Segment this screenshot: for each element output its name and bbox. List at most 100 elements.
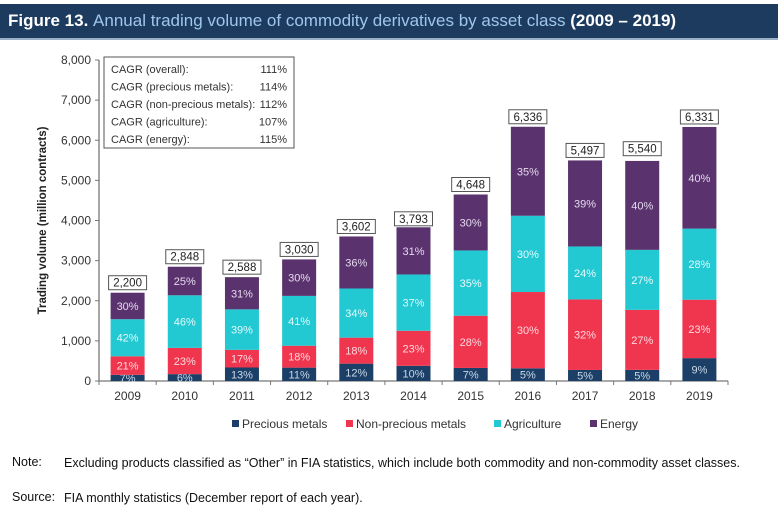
bar-segment-precious-metals xyxy=(167,374,202,381)
total-data-label: 4,648 xyxy=(456,179,485,191)
x-tick-label: 2019 xyxy=(686,389,713,403)
segment-data-label: 5% xyxy=(577,370,593,382)
segment-data-label: 7% xyxy=(463,369,479,381)
legend-label: Energy xyxy=(600,417,638,431)
segment-data-label: 30% xyxy=(517,325,539,337)
bar-segment-agriculture xyxy=(396,274,431,331)
cagr-value: 112% xyxy=(260,99,288,111)
segment-data-label: 7% xyxy=(120,373,136,385)
bar-segment-non-precious-metals xyxy=(339,337,374,364)
bar-segment-agriculture xyxy=(282,295,317,346)
total-data-label: 2,200 xyxy=(113,278,142,290)
segment-data-label: 35% xyxy=(460,278,482,290)
total-data-label: 3,793 xyxy=(399,214,428,226)
total-label-box xyxy=(222,259,262,275)
x-tick-label: 2010 xyxy=(171,389,198,403)
source-text: FIA monthly statistics (December report … xyxy=(64,491,363,505)
figure-period: (2009 – 2019) xyxy=(570,11,677,30)
bar-segment-precious-metals xyxy=(224,367,259,381)
bar-segment-non-precious-metals xyxy=(682,299,717,359)
bar-segment-precious-metals xyxy=(568,369,603,381)
total-data-label: 2,588 xyxy=(228,262,257,274)
y-tick-label: 4,000 xyxy=(61,214,91,228)
segment-data-label: 28% xyxy=(688,259,710,271)
bar-segment-energy xyxy=(453,194,488,251)
bar-segment-energy xyxy=(282,259,317,296)
x-tick-label: 2015 xyxy=(457,389,484,403)
bar-segment-energy xyxy=(167,266,202,296)
segment-data-label: 30% xyxy=(517,249,539,261)
bar-segment-energy xyxy=(510,126,545,216)
cagr-label: CAGR (non-precious metals): xyxy=(111,99,255,111)
total-label-box xyxy=(508,109,548,125)
bar-segment-agriculture xyxy=(339,288,374,338)
note-text: Excluding products classified as “Other”… xyxy=(64,456,740,470)
total-label-box xyxy=(108,275,148,291)
cagr-label: CAGR (energy): xyxy=(111,134,190,146)
segment-data-label: 30% xyxy=(117,301,139,313)
x-tick-label: 2013 xyxy=(343,389,370,403)
figure-description: Annual trading volume of commodity deriv… xyxy=(93,11,566,30)
legend-label: Agriculture xyxy=(504,417,562,431)
cagr-annotation-box xyxy=(103,56,295,149)
bar-segment-energy xyxy=(339,236,374,289)
bar-segment-non-precious-metals xyxy=(282,345,317,368)
bar-segment-energy xyxy=(625,160,660,250)
segment-data-label: 39% xyxy=(574,198,596,210)
segment-data-label: 11% xyxy=(289,369,310,381)
segment-data-label: 37% xyxy=(402,298,424,310)
bar-segment-precious-metals xyxy=(396,365,431,381)
segment-data-label: 40% xyxy=(631,200,653,212)
y-tick-label: 6,000 xyxy=(61,133,91,147)
y-tick-label: 2,000 xyxy=(61,294,91,308)
x-tick-label: 2016 xyxy=(515,389,542,403)
total-data-label: 5,540 xyxy=(628,144,657,156)
bar-segment-energy xyxy=(682,126,717,229)
bar-segment-agriculture xyxy=(110,319,145,357)
segment-data-label: 25% xyxy=(174,276,196,288)
segment-data-label: 24% xyxy=(574,268,596,280)
bar-segment-energy xyxy=(224,277,259,310)
bar-segment-non-precious-metals xyxy=(625,309,660,370)
total-data-label: 5,497 xyxy=(571,145,600,157)
segment-data-label: 36% xyxy=(345,257,367,269)
figure-title: Figure 13. Annual trading volume of comm… xyxy=(8,11,676,31)
segment-data-label: 17% xyxy=(231,354,253,366)
segment-data-label: 42% xyxy=(117,333,139,345)
bar-segment-precious-metals xyxy=(453,367,488,381)
segment-data-label: 39% xyxy=(231,325,253,337)
total-label-box xyxy=(451,176,491,192)
x-tick-label: 2011 xyxy=(229,389,255,403)
bar-segment-precious-metals xyxy=(110,374,145,381)
total-label-box xyxy=(165,249,205,265)
segment-data-label: 5% xyxy=(520,370,536,382)
segment-data-label: 27% xyxy=(631,335,653,347)
source-row: Source: FIA monthly statistics (December … xyxy=(12,490,764,506)
y-tick-label: 5,000 xyxy=(61,173,91,187)
segment-data-label: 32% xyxy=(574,330,596,342)
bar-segment-energy xyxy=(396,227,431,275)
segment-data-label: 30% xyxy=(460,217,482,229)
segment-data-label: 40% xyxy=(688,173,710,185)
segment-data-label: 41% xyxy=(288,316,310,328)
legend-swatch xyxy=(232,420,239,427)
legend-swatch xyxy=(494,420,501,427)
y-tick-label: 8,000 xyxy=(61,53,91,67)
total-label-box xyxy=(622,141,662,157)
segment-data-label: 6% xyxy=(177,373,193,385)
bar-segment-non-precious-metals xyxy=(396,330,431,366)
segment-data-label: 46% xyxy=(174,317,196,329)
segment-data-label: 31% xyxy=(231,288,253,300)
total-label-box xyxy=(679,109,719,125)
segment-data-label: 18% xyxy=(288,352,310,364)
segment-data-label: 9% xyxy=(691,365,707,377)
segment-data-label: 34% xyxy=(345,308,367,320)
bar-segment-agriculture xyxy=(510,215,545,293)
bar-segment-agriculture xyxy=(682,228,717,300)
segment-data-label: 23% xyxy=(402,343,424,355)
total-data-label: 3,030 xyxy=(285,244,314,256)
figure-title-bar: Figure 13. Annual trading volume of comm… xyxy=(0,4,778,40)
segment-data-label: 21% xyxy=(117,361,139,373)
bar-segment-non-precious-metals xyxy=(453,315,488,368)
bar-segment-non-precious-metals xyxy=(167,347,202,375)
